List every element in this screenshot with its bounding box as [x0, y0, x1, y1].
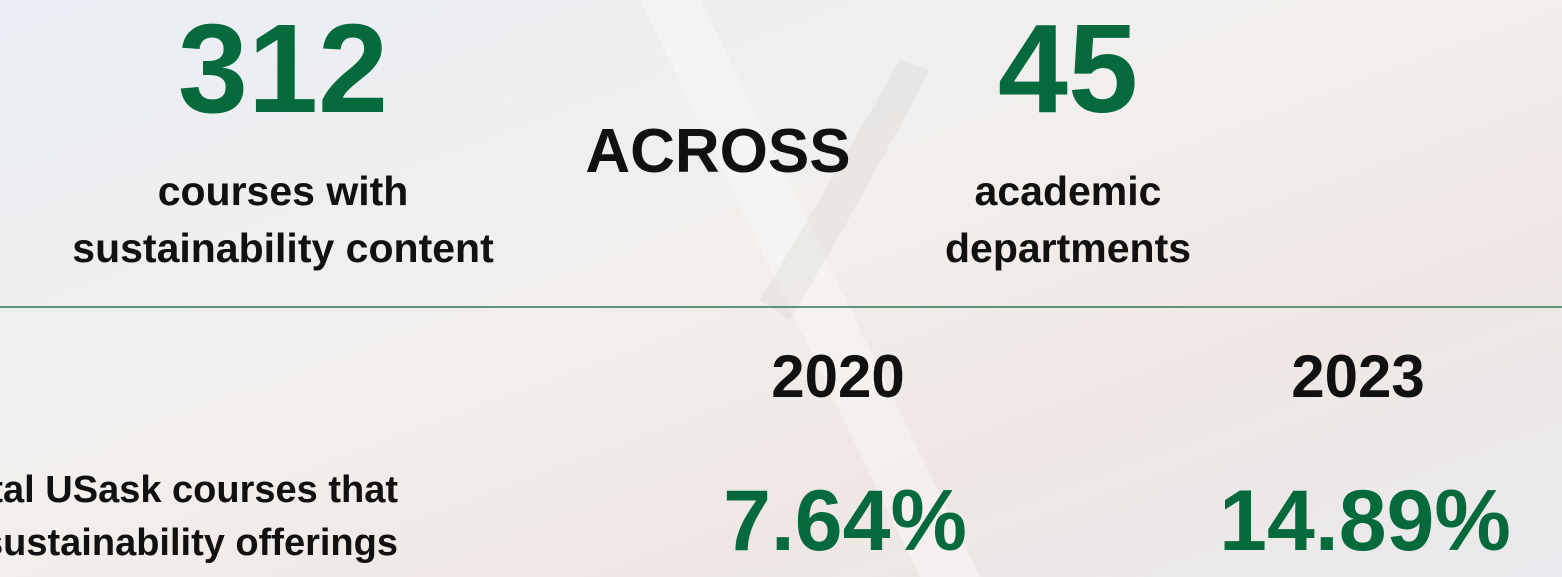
courses-label: sustainability content [72, 225, 494, 271]
year-label: 2020 [771, 343, 904, 410]
courses-label: courses with [158, 168, 409, 214]
page: 312 courses with sustainability content … [0, 0, 1562, 577]
year-label: 2023 [1291, 343, 1424, 410]
departments-number: 45 [998, 0, 1138, 139]
connector-text: ACROSS [585, 117, 850, 186]
departments-label: departments [945, 225, 1191, 271]
infographic: 312 courses with sustainability content … [0, 0, 1562, 577]
percent-value: 14.89% [1219, 473, 1511, 569]
description: total USask courses that [0, 469, 398, 511]
percent-value: 7.64% [723, 473, 967, 569]
courses-number: 312 [178, 0, 388, 139]
departments-label: academic [975, 168, 1162, 214]
description: e sustainability offerings [0, 522, 398, 564]
